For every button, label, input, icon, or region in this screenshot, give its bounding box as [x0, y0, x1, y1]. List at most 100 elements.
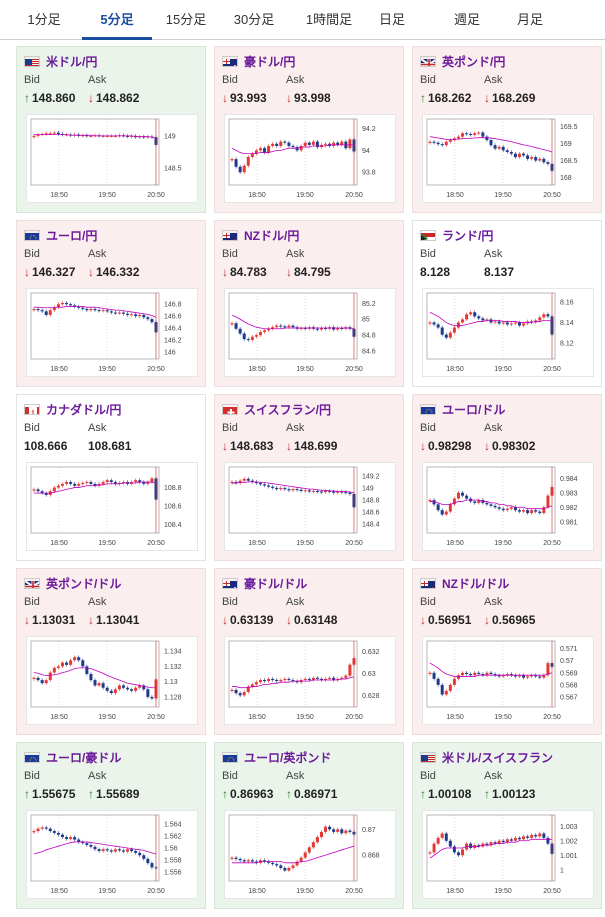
candle-body — [315, 837, 319, 843]
candle-body — [538, 317, 542, 321]
tab-1[interactable]: 5分足 — [82, 0, 152, 40]
candle-body — [428, 672, 432, 674]
mini-chart[interactable]: 18:50 19:50 20:50 1.003 1.002 1.001 1 — [422, 810, 594, 899]
pair-name-link[interactable]: 米ドル/円 — [46, 54, 98, 69]
y-tick-label: 1.003 — [560, 824, 578, 831]
candle-body — [473, 133, 477, 135]
arrow-up-icon: ↑ — [88, 787, 94, 801]
pair-name-link[interactable]: 豪ドル/ドル — [244, 576, 308, 591]
ca-flag-icon — [24, 403, 40, 415]
tab-3[interactable]: 30分足 — [233, 12, 275, 27]
plot-frame — [228, 814, 358, 882]
moving-average-line — [231, 314, 355, 330]
candle-body — [477, 672, 481, 674]
candle-body — [32, 831, 36, 833]
pair-name-link[interactable]: スイスフラン/円 — [244, 402, 331, 417]
candle-body — [315, 328, 319, 330]
mini-chart[interactable]: 18:50 19:50 20:50 8.16 8.14 8.12 — [422, 288, 594, 377]
pair-name-link[interactable]: ユーロ/ドル — [442, 402, 506, 417]
bid-price: ↑ 148.860 — [24, 91, 75, 105]
pair-name-link[interactable]: ユーロ/豪ドル — [46, 750, 122, 765]
rate-card[interactable]: ユーロ/豪ドル Bid Ask ↑ 1.55675 ↑ 1.55689 18:50 19:50 2… — [16, 742, 206, 909]
pair-name-link[interactable]: NZドル/円 — [244, 228, 300, 243]
rate-card[interactable]: 米ドル/スイスフラン Bid Ask ↑ 1.00108 ↑ 1.00123 18:50 19:… — [412, 742, 602, 909]
rate-card[interactable]: 豪ドル/円 Bid Ask ↓ 93.993 ↓ 93.998 18:50 19:50 20:50… — [214, 46, 404, 213]
rate-card[interactable]: ランド/円 Bid Ask 8.128 8.137 18:50 19:50 20:50 8.16… — [412, 220, 602, 387]
moving-average-line — [232, 676, 355, 689]
candle-body — [101, 135, 105, 137]
mini-chart[interactable]: 18:50 19:50 20:50 146.8 146.6 146.4 146.2 146 — [26, 288, 198, 377]
tab-5[interactable]: 日足 — [378, 12, 405, 27]
pair-name-link[interactable]: 豪ドル/円 — [244, 54, 296, 69]
tab-4[interactable]: 1時間足 — [305, 12, 353, 27]
x-tick-label: 18:50 — [446, 366, 464, 373]
rate-card[interactable]: 英ポンド/ドル Bid Ask ↓ 1.13031 ↓ 1.13041 18:50 19:50 2… — [16, 568, 206, 735]
candle-body — [146, 689, 150, 697]
pair-name-link[interactable]: ユーロ/円 — [46, 228, 98, 243]
candle-body — [150, 863, 154, 868]
mini-chart[interactable]: 18:50 19:50 20:50 149 148.5 — [26, 114, 198, 203]
candle-body — [452, 846, 456, 853]
rate-card[interactable]: 英ポンド/円 Bid Ask ↑ 168.262 ↓ 168.269 18:50 19:50 20… — [412, 46, 602, 213]
ask-price: ↓ 148.699 — [286, 439, 337, 453]
bid-price: ↓ 1.13031 — [24, 613, 75, 627]
tab-6[interactable]: 週足 — [453, 12, 480, 27]
candle-body — [546, 162, 550, 164]
rate-card[interactable]: ユーロ/円 Bid Ask ↓ 146.327 ↓ 146.332 18:50 19:50 20:… — [16, 220, 206, 387]
candle-body — [85, 135, 89, 137]
mini-chart[interactable]: 18:50 19:50 20:50 0.87 0.868 — [224, 810, 396, 899]
plot-frame — [30, 292, 160, 360]
candle-body — [485, 672, 489, 676]
tab-0[interactable]: 1分足 — [27, 12, 61, 27]
candle-body — [117, 685, 121, 690]
mini-chart[interactable]: 18:50 19:50 20:50 85.2 85 84.8 84.6 — [224, 288, 396, 377]
candle-body — [489, 140, 493, 146]
pair-name-link[interactable]: 英ポンド/ドル — [46, 576, 122, 591]
mini-chart[interactable]: 18:50 19:50 20:50 1.134 1.132 1.13 1.128 — [26, 636, 198, 725]
y-tick-label: 0.568 — [560, 682, 578, 689]
rate-card[interactable]: ユーロ/ドル Bid Ask ↓ 0.98298 ↓ 0.98302 18:50 19:50 20… — [412, 394, 602, 561]
mini-chart[interactable]: 18:50 19:50 20:50 0.984 0.983 0.982 0.981 — [422, 462, 594, 551]
rate-card[interactable]: カナダドル/円 Bid Ask 108.666 108.681 18:50 19:50 20:… — [16, 394, 206, 561]
mini-chart[interactable]: 18:50 19:50 20:50 0.571 0.57 0.569 0.568 0.567 — [422, 636, 594, 725]
pair-name-link[interactable]: 英ポンド/円 — [442, 54, 506, 69]
pair-name-link[interactable]: ランド/円 — [442, 228, 494, 243]
rate-card[interactable]: スイスフラン/円 Bid Ask ↓ 148.683 ↓ 148.699 18:50 19:50… — [214, 394, 404, 561]
pair-name-link[interactable]: ユーロ/英ポンド — [244, 750, 332, 765]
tab-2[interactable]: 15分足 — [165, 12, 207, 27]
rate-card[interactable]: NZドル/ドル Bid Ask ↓ 0.56951 ↓ 0.56965 18:50 19:50 2… — [412, 568, 602, 735]
mini-chart[interactable]: 18:50 19:50 20:50 1.564 1.562 1.56 1.558 1.556 — [26, 810, 198, 899]
candle-body — [332, 491, 336, 493]
candle-body — [530, 157, 534, 159]
pair-name-link[interactable]: 米ドル/スイスフラン — [442, 750, 553, 765]
x-tick-label: 19:50 — [98, 366, 116, 373]
candle-body — [234, 159, 238, 167]
mini-chart[interactable]: 18:50 19:50 20:50 0.632 0.63 0.628 — [224, 636, 396, 725]
rate-card[interactable]: 米ドル/円 Bid Ask ↑ 148.860 ↓ 148.862 18:50 19:50 20:… — [16, 46, 206, 213]
candle-body — [444, 690, 448, 695]
rate-card[interactable]: NZドル/円 Bid Ask ↓ 84.783 ↓ 84.795 18:50 19:50 20:5… — [214, 220, 404, 387]
rate-card[interactable]: ユーロ/英ポンド Bid Ask ↑ 0.86963 ↑ 0.86971 18:50 19:50… — [214, 742, 404, 909]
tab-7[interactable]: 月足 — [516, 12, 543, 27]
candle-body — [97, 310, 101, 312]
mini-chart[interactable]: 18:50 19:50 20:50 169.5 169 168.5 168 — [422, 114, 594, 203]
candle-body — [287, 867, 291, 871]
candle-body — [73, 305, 77, 307]
candle-body — [113, 689, 117, 694]
mini-chart[interactable]: 18:50 19:50 20:50 94.2 94 93.8 — [224, 114, 396, 203]
x-tick-label: 19:50 — [296, 540, 314, 547]
card-header: NZドル/ドル — [420, 576, 510, 591]
candle-body — [85, 482, 89, 484]
rate-card[interactable]: 豪ドル/ドル Bid Ask ↓ 0.63139 ↓ 0.63148 18:50 19:50 20… — [214, 568, 404, 735]
x-tick-label: 20:50 — [147, 540, 165, 547]
candle-body — [275, 680, 279, 682]
chart-svg: 18:50 19:50 20:50 149 148.5 — [30, 118, 182, 199]
mini-chart[interactable]: 18:50 19:50 20:50 108.8 108.6 108.4 — [26, 462, 198, 551]
pair-name-link[interactable]: NZドル/ドル — [442, 576, 510, 591]
mini-chart[interactable]: 18:50 19:50 20:50 149.2 149 148.8 148.6 148.4 — [224, 462, 396, 551]
card-header: 米ドル/スイスフラン — [420, 750, 553, 765]
y-tick-label: 1.556 — [164, 870, 182, 877]
pair-name-link[interactable]: カナダドル/円 — [46, 402, 122, 417]
ask-label: Ask — [484, 596, 503, 608]
candle-body — [246, 686, 250, 693]
